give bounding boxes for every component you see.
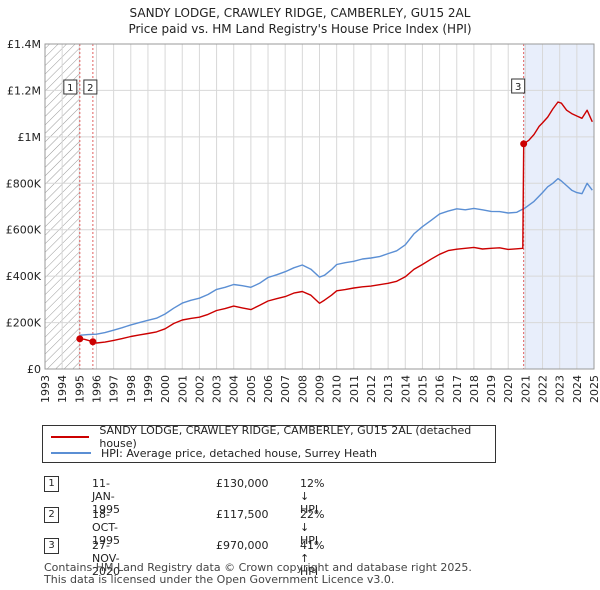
transaction-price: £970,000 — [216, 539, 269, 552]
transaction-date: 18-OCT-1995 — [92, 508, 120, 547]
x-tick-label: 2021 — [519, 375, 532, 403]
chart-title: SANDY LODGE, CRAWLEY RIDGE, CAMBERLEY, G… — [129, 6, 471, 20]
x-tick-label: 2017 — [451, 375, 464, 403]
sale-label-box: 1 — [63, 79, 78, 95]
hpi-line — [79, 177, 593, 336]
legend-label-property: SANDY LODGE, CRAWLEY RIDGE, CAMBERLEY, G… — [99, 424, 472, 450]
x-tick-label: 1998 — [125, 375, 138, 403]
x-tick-label: 2008 — [296, 375, 309, 403]
x-tick-label: 2010 — [331, 375, 344, 403]
transaction-date: 11-JAN-1995 — [92, 477, 120, 516]
plot-frame — [44, 43, 595, 370]
x-tick-label: 2015 — [416, 375, 429, 403]
x-tick-label: 2018 — [468, 375, 481, 403]
sale-label-box: 3 — [511, 78, 526, 94]
footer-licence: This data is licensed under the Open Gov… — [44, 573, 395, 586]
footer-copyright: Contains HM Land Registry data © Crown c… — [44, 561, 472, 574]
x-tick-label: 1995 — [73, 375, 86, 403]
transaction-price: £117,500 — [216, 508, 269, 521]
sale-label-frame — [63, 79, 78, 95]
sale-label-number: 2 — [87, 83, 93, 94]
legend-swatch-property — [51, 436, 90, 438]
x-tick-label: 2025 — [588, 375, 600, 403]
chart-subtitle: Price paid vs. HM Land Registry's House … — [128, 22, 472, 36]
x-tick-label: 2002 — [193, 375, 206, 403]
x-tick-label: 2004 — [228, 375, 241, 403]
y-tick-label: £0 — [27, 363, 41, 376]
x-tick-label: 2005 — [245, 375, 258, 403]
transaction-number: 2 — [44, 507, 59, 523]
y-tick-label: £1M — [18, 131, 42, 144]
y-tick-label: £800K — [6, 177, 42, 190]
sale-label-box: 2 — [83, 79, 98, 95]
transaction-price: £130,000 — [216, 477, 269, 490]
sale-label-frame — [511, 78, 526, 94]
x-tick-label: 2011 — [348, 375, 361, 403]
x-tick-label: 2007 — [279, 375, 292, 403]
sale-point — [520, 140, 528, 148]
y-tick-label: £1.2M — [7, 84, 41, 97]
x-tick-label: 2024 — [571, 375, 584, 403]
transaction-date: 27-NOV-2020 — [92, 539, 120, 578]
x-tick-label: 2019 — [485, 375, 498, 403]
x-tick-label: 1994 — [56, 375, 69, 403]
legend-swatch-hpi — [51, 452, 91, 454]
legend-item-hpi: HPI: Average price, detached house, Surr… — [51, 445, 377, 461]
post-sale-shaded-region — [523, 44, 594, 369]
sale-label-number: 1 — [67, 83, 73, 94]
x-tick-label: 1999 — [142, 375, 155, 403]
legend-item-property: SANDY LODGE, CRAWLEY RIDGE, CAMBERLEY, G… — [51, 424, 495, 450]
transaction-number: 1 — [44, 476, 59, 492]
x-tick-label: 2023 — [554, 375, 567, 403]
sale-point — [89, 338, 97, 346]
x-tick-label: 2009 — [314, 375, 327, 403]
x-tick-label: 1997 — [108, 375, 121, 403]
x-tick-label: 2000 — [159, 375, 172, 403]
legend: SANDY LODGE, CRAWLEY RIDGE, CAMBERLEY, G… — [42, 424, 496, 463]
x-tick-label: 2003 — [211, 375, 224, 403]
x-tick-label: 2012 — [365, 375, 378, 403]
x-tick-label: 1993 — [39, 375, 52, 403]
transaction-hpi: 41% ↑ HPI — [300, 539, 325, 578]
legend-label-hpi: HPI: Average price, detached house, Surr… — [101, 446, 378, 460]
transaction-hpi: 22% ↓ HPI — [300, 508, 325, 547]
sale-label-number: 3 — [515, 82, 521, 93]
x-tick-label: 2016 — [434, 375, 447, 403]
x-tick-label: 2013 — [382, 375, 395, 403]
property-price-line — [79, 101, 593, 344]
sale-label-frame — [83, 79, 98, 95]
x-tick-label: 2014 — [399, 375, 412, 403]
y-tick-label: £600K — [6, 224, 42, 237]
transaction-number: 3 — [44, 538, 59, 554]
y-tick-label: £400K — [6, 270, 42, 283]
x-tick-label: 2001 — [176, 375, 189, 403]
y-tick-label: £200K — [6, 317, 42, 330]
x-tick-label: 2006 — [262, 375, 275, 403]
y-tick-label: £1.4M — [7, 38, 41, 51]
sale-point — [76, 335, 84, 343]
x-tick-label: 2020 — [502, 375, 515, 403]
x-tick-label: 2022 — [537, 375, 550, 403]
transaction-hpi: 12% ↓ HPI — [300, 477, 325, 516]
x-tick-label: 1996 — [90, 375, 103, 403]
